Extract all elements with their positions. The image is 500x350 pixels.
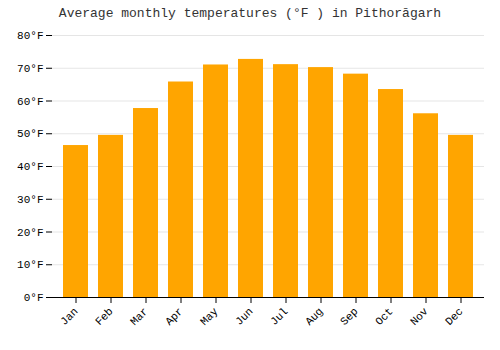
svg-text:10°F: 10°F [17,259,43,271]
svg-text:Oct: Oct [373,305,395,327]
svg-text:40°F: 40°F [17,161,43,173]
svg-text:Feb: Feb [93,305,115,327]
svg-text:50°F: 50°F [17,128,43,140]
svg-text:Jan: Jan [58,305,80,327]
svg-text:May: May [198,305,221,328]
svg-text:70°F: 70°F [17,63,43,75]
svg-text:Apr: Apr [163,305,185,327]
svg-text:Mar: Mar [128,305,150,327]
svg-text:20°F: 20°F [17,227,43,239]
svg-text:0°F: 0°F [24,292,44,304]
svg-text:Nov: Nov [408,305,431,328]
html-text:Average monthly temperatures (: Average monthly temperatures (°F ) in Pi… [58,6,442,21]
svg-text:Dec: Dec [443,305,465,327]
svg-text:30°F: 30°F [17,194,43,206]
svg-text:80°F: 80°F [17,30,43,42]
svg-text:Jul: Jul [268,305,290,327]
svg-text:Aug: Aug [303,305,325,327]
svg-text:Sep: Sep [338,305,360,327]
svg-text:Jun: Jun [233,305,255,327]
svg-text:60°F: 60°F [17,96,43,108]
